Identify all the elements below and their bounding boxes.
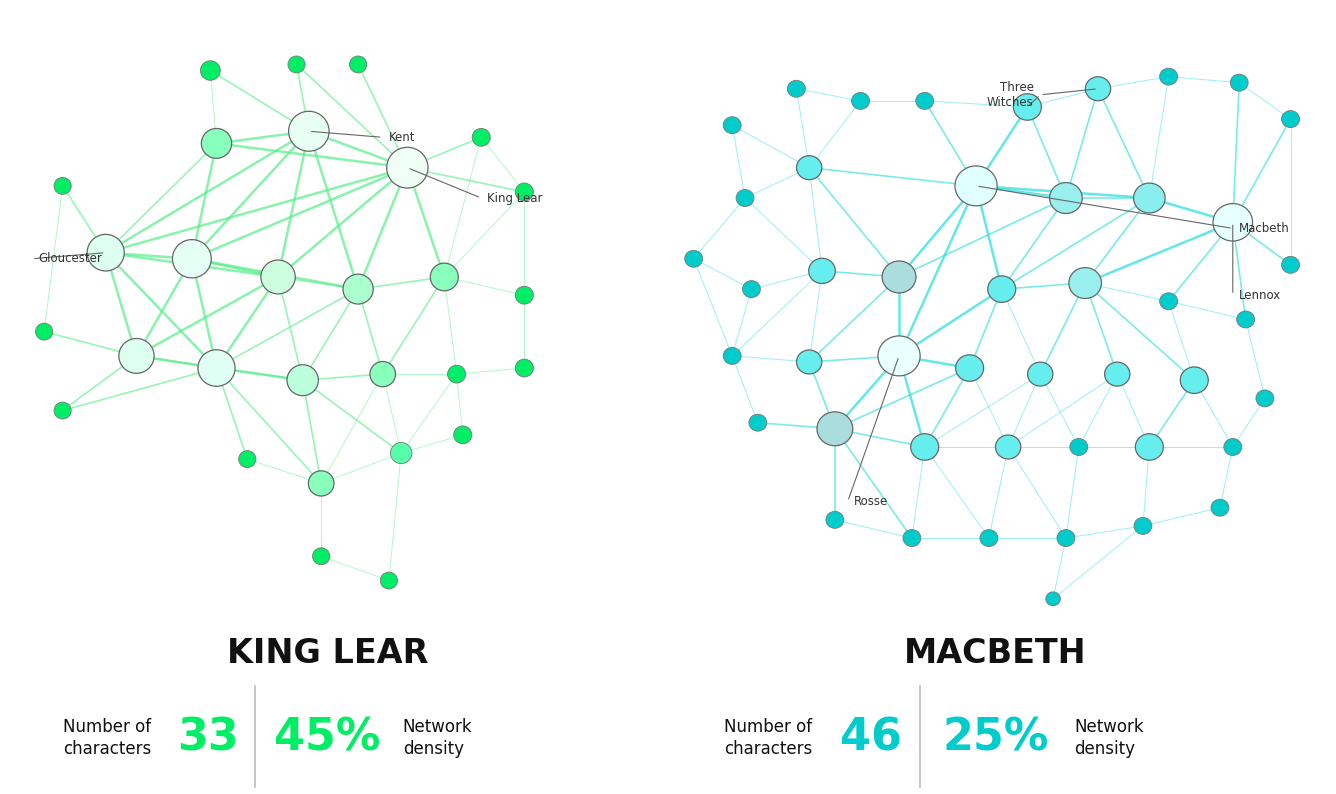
- Circle shape: [743, 280, 760, 298]
- Circle shape: [1134, 518, 1152, 534]
- Text: Gloucester: Gloucester: [37, 252, 102, 265]
- Circle shape: [516, 183, 533, 201]
- Text: Lennox: Lennox: [1240, 289, 1281, 302]
- Circle shape: [1105, 362, 1130, 386]
- Text: Network
density: Network density: [1074, 718, 1144, 758]
- Circle shape: [87, 234, 124, 271]
- Text: Network
density: Network density: [402, 718, 473, 758]
- Circle shape: [1160, 68, 1177, 85]
- Circle shape: [381, 572, 398, 589]
- Circle shape: [1057, 530, 1075, 546]
- Circle shape: [1069, 268, 1101, 299]
- Circle shape: [816, 412, 852, 445]
- Circle shape: [955, 355, 983, 381]
- Circle shape: [995, 435, 1021, 459]
- Circle shape: [386, 148, 428, 188]
- Circle shape: [202, 129, 231, 158]
- Circle shape: [808, 258, 835, 283]
- Circle shape: [313, 548, 330, 565]
- Circle shape: [826, 511, 844, 528]
- Circle shape: [472, 129, 490, 146]
- Circle shape: [172, 240, 211, 278]
- Circle shape: [882, 261, 916, 293]
- Circle shape: [53, 402, 71, 419]
- Circle shape: [448, 365, 466, 383]
- Circle shape: [685, 250, 703, 268]
- Circle shape: [1136, 434, 1164, 461]
- Circle shape: [1014, 94, 1041, 120]
- Circle shape: [309, 471, 334, 496]
- Circle shape: [911, 434, 939, 461]
- Circle shape: [878, 336, 921, 376]
- Text: MACBETH: MACBETH: [904, 637, 1086, 670]
- Text: Macbeth: Macbeth: [1240, 222, 1291, 235]
- Circle shape: [516, 359, 533, 377]
- Circle shape: [979, 530, 998, 546]
- Circle shape: [736, 190, 754, 206]
- Circle shape: [36, 323, 52, 340]
- Circle shape: [287, 364, 318, 395]
- Text: Number of
characters: Number of characters: [63, 718, 151, 758]
- Circle shape: [987, 276, 1015, 303]
- Circle shape: [1256, 390, 1273, 407]
- Circle shape: [1230, 74, 1248, 91]
- Circle shape: [516, 287, 533, 304]
- Circle shape: [723, 348, 741, 364]
- Circle shape: [796, 350, 822, 374]
- Circle shape: [1050, 183, 1082, 214]
- Circle shape: [1046, 592, 1061, 606]
- Circle shape: [1133, 183, 1165, 213]
- Circle shape: [723, 117, 741, 133]
- Text: Kent: Kent: [389, 131, 415, 144]
- Circle shape: [1224, 438, 1241, 456]
- Circle shape: [261, 260, 295, 294]
- Circle shape: [1210, 499, 1229, 516]
- Circle shape: [119, 338, 154, 373]
- Circle shape: [1213, 203, 1253, 241]
- Circle shape: [903, 530, 921, 546]
- Circle shape: [289, 111, 329, 151]
- Text: 45%: 45%: [274, 717, 381, 760]
- Circle shape: [1070, 438, 1088, 456]
- Text: Three
Witches: Three Witches: [987, 81, 1034, 109]
- Text: Rosse: Rosse: [854, 495, 888, 508]
- Circle shape: [1281, 256, 1300, 273]
- Circle shape: [390, 442, 411, 464]
- Text: King Lear: King Lear: [488, 191, 542, 205]
- Circle shape: [53, 177, 71, 195]
- Circle shape: [289, 56, 305, 73]
- Circle shape: [239, 451, 257, 468]
- Circle shape: [1180, 367, 1208, 394]
- Circle shape: [1281, 110, 1300, 128]
- Circle shape: [1027, 362, 1053, 386]
- Text: 46: 46: [840, 717, 902, 760]
- Circle shape: [749, 414, 767, 431]
- Text: KING LEAR: KING LEAR: [227, 637, 428, 670]
- Circle shape: [1237, 311, 1255, 328]
- Circle shape: [454, 426, 472, 444]
- Circle shape: [851, 92, 870, 110]
- Circle shape: [370, 361, 395, 387]
- Circle shape: [200, 61, 220, 80]
- Text: 33: 33: [178, 717, 239, 760]
- Circle shape: [915, 92, 934, 110]
- Text: Number of
characters: Number of characters: [724, 718, 812, 758]
- Circle shape: [198, 349, 235, 387]
- Text: 25%: 25%: [942, 717, 1049, 760]
- Circle shape: [343, 274, 373, 304]
- Circle shape: [350, 56, 366, 73]
- Circle shape: [955, 166, 997, 206]
- Circle shape: [787, 80, 806, 97]
- Circle shape: [1160, 293, 1177, 310]
- Circle shape: [430, 263, 458, 291]
- Circle shape: [1085, 77, 1110, 101]
- Circle shape: [796, 156, 822, 179]
